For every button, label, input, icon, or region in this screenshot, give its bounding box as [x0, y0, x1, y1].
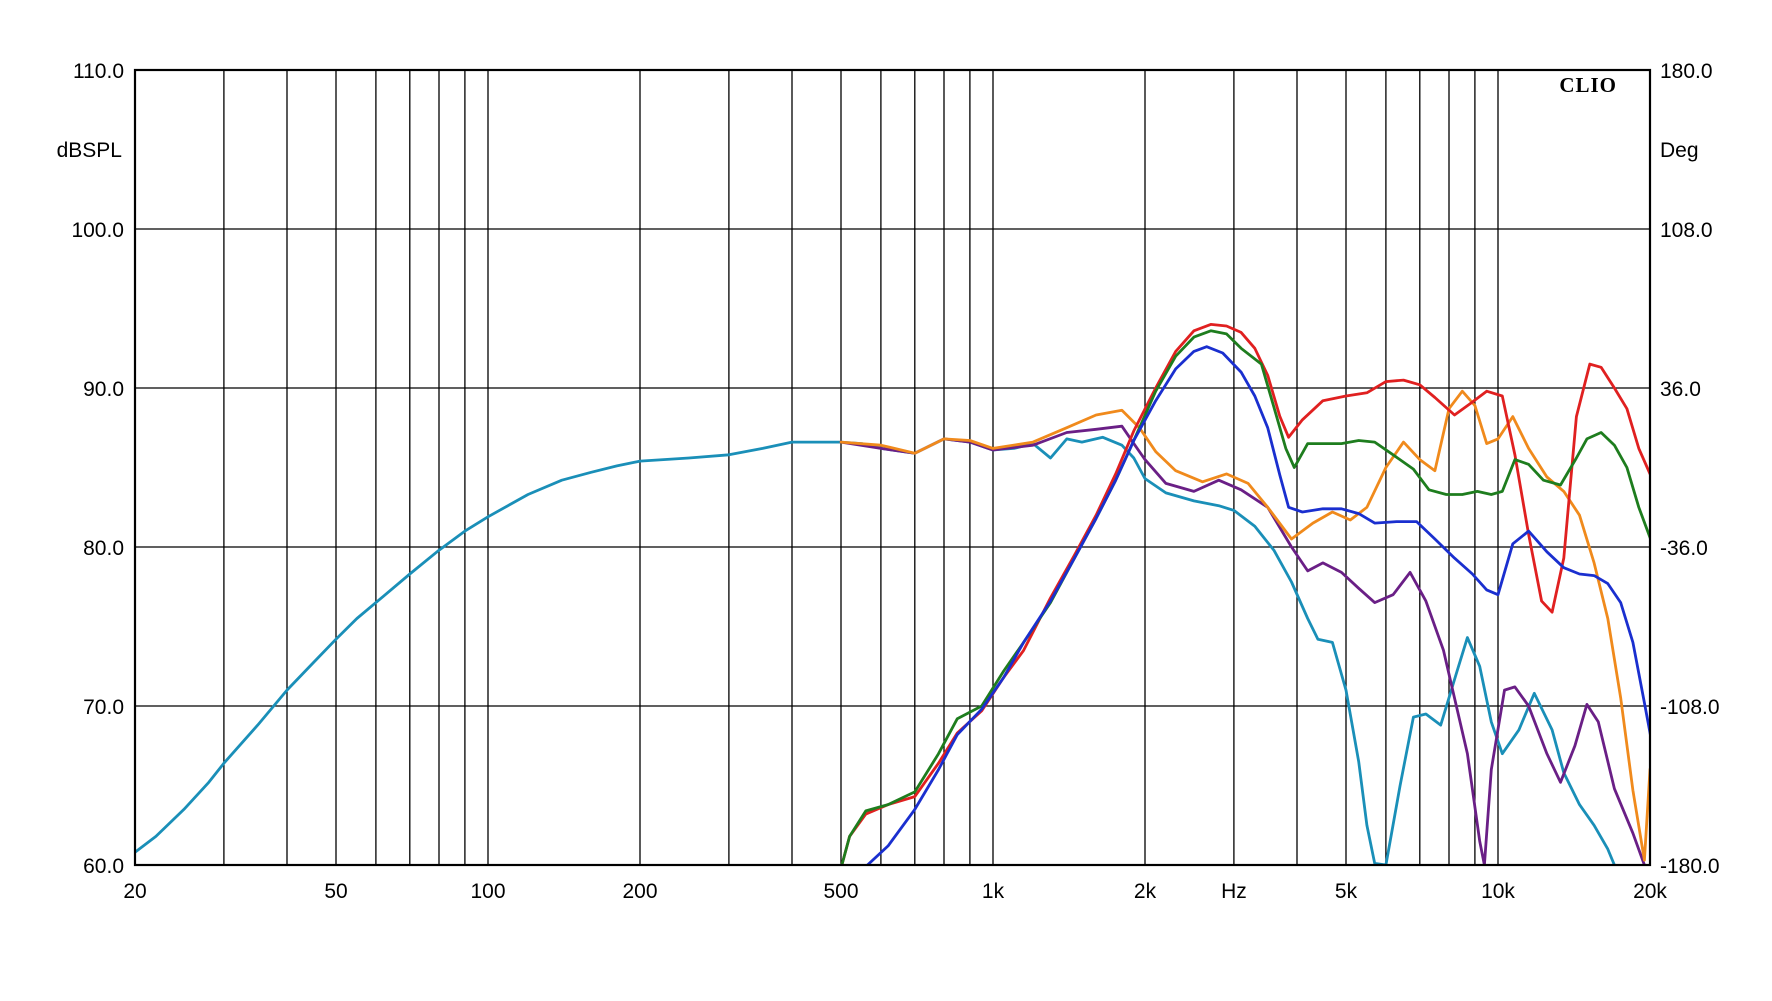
- series-line-6: [865, 345, 1650, 865]
- y-right-tick-label: 36.0: [1660, 378, 1701, 401]
- y-left-tick-label: 80.0: [83, 537, 124, 560]
- x-tick-label: 200: [622, 880, 657, 903]
- y-right-tick-label: 180.0: [1660, 60, 1713, 83]
- series-line-4: [840, 322, 1650, 865]
- x-tick-label: 2k: [1134, 880, 1157, 903]
- x-tick-label: 50: [324, 880, 347, 903]
- y-right-tick-label: -36.0: [1660, 537, 1708, 560]
- y-left-tick-label: 70.0: [83, 696, 124, 719]
- left-axis-unit: dBSPL: [57, 139, 122, 162]
- y-left-tick-label: 100.0: [71, 219, 124, 242]
- y-left-tick-label: 110.0: [73, 60, 124, 83]
- series-line-5: [840, 329, 1650, 865]
- y-left-tick-label: 60.0: [83, 855, 124, 878]
- x-tick-label: 20k: [1633, 880, 1667, 903]
- axis-labels: 20 50 100 200 500 1k 2k Hz 5k 10k 20k 110.0 100.0 90.…: [71, 60, 1719, 903]
- plot-frame: [133, 68, 1652, 867]
- x-tick-label: Hz: [1221, 880, 1247, 903]
- brand-logo-text: CLIO: [1559, 73, 1617, 97]
- series-line-1: [135, 435, 1616, 865]
- x-tick-label: 100: [470, 880, 505, 903]
- y-right-tick-label: 108.0: [1660, 219, 1713, 242]
- x-tick-label: 10k: [1481, 880, 1515, 903]
- x-tick-label: 20: [123, 880, 146, 903]
- y-right-tick-label: -108.0: [1660, 696, 1720, 719]
- y-left-tick-label: 90.0: [83, 378, 124, 401]
- x-tick-label: 1k: [982, 880, 1005, 903]
- right-axis-unit: Deg: [1660, 139, 1699, 162]
- x-tick-label: 5k: [1335, 880, 1358, 903]
- y-right-tick-label: -180.0: [1660, 855, 1720, 878]
- series-line-2: [839, 424, 1646, 865]
- x-tick-label: 500: [823, 880, 858, 903]
- series-line-3: [839, 389, 1650, 862]
- curves: [135, 322, 1650, 865]
- grid: [134, 69, 1651, 866]
